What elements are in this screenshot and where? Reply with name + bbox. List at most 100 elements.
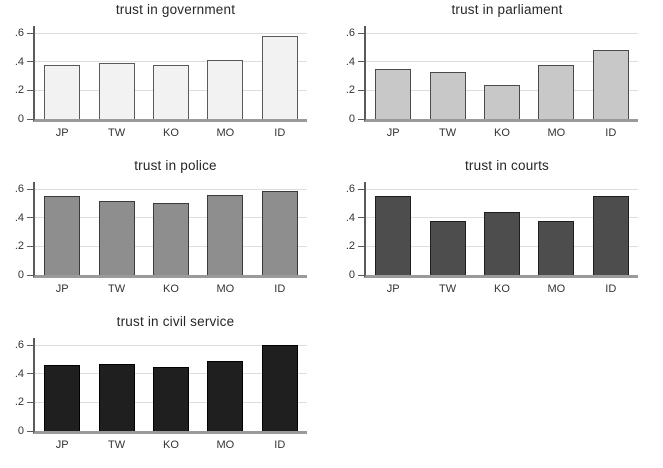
bar	[484, 84, 520, 119]
x-axis-tick-label: TW	[439, 283, 457, 295]
bar	[261, 190, 298, 275]
chart-panel: trust in police 0 .2 .4 .6 JP TW KO MO ID	[0, 156, 331, 312]
y-tick-mark	[358, 217, 364, 219]
plot-area: 0 .2 .4 .6 JP TW KO MO ID	[15, 26, 307, 139]
y-axis-tick-label: .2	[14, 396, 24, 409]
gridline	[35, 32, 307, 34]
y-tick-mark	[27, 430, 33, 432]
y-axis-tick-label: .4	[14, 211, 24, 224]
y-tick-mark	[358, 188, 364, 190]
y-axis-tick-label: .6	[345, 183, 355, 196]
x-axis-tick-label: TW	[439, 127, 457, 139]
bar	[207, 194, 244, 275]
x-axis-tick-label: MO	[216, 127, 235, 139]
y-axis-tick-label: .6	[14, 27, 24, 40]
y-axis-tick-label: .6	[14, 183, 24, 196]
bar	[375, 68, 412, 119]
x-axis-tick-label: MO	[216, 439, 235, 451]
gridline	[35, 188, 307, 190]
y-axis-tick-label: .4	[14, 367, 24, 380]
bar	[261, 345, 298, 431]
y-axis-tick-label: .2	[14, 84, 24, 97]
bar	[153, 366, 189, 431]
gridline	[35, 344, 307, 346]
chart-title: trust in civil service	[116, 314, 235, 329]
gridline	[366, 188, 638, 190]
x-axis-tick-label: JP	[386, 283, 400, 295]
bar	[207, 360, 244, 431]
y-tick-mark	[358, 89, 364, 91]
y-tick-mark	[27, 188, 33, 190]
bar	[153, 203, 189, 275]
bar	[375, 196, 412, 275]
bar	[98, 200, 135, 275]
y-tick-mark	[358, 118, 364, 120]
y-tick-mark	[27, 217, 33, 219]
y-tick-mark	[27, 89, 33, 91]
bar	[44, 64, 81, 119]
bar	[153, 64, 189, 119]
y-axis-tick-label: .4	[14, 55, 24, 68]
bar	[207, 60, 244, 119]
y-tick-mark	[27, 373, 33, 375]
bar	[98, 363, 135, 431]
x-axis-tick-label: ID	[605, 127, 617, 139]
bar	[592, 196, 629, 275]
x-axis-tick-label: JP	[55, 283, 69, 295]
y-axis-tick-label: 0	[17, 113, 24, 125]
bar	[538, 220, 575, 275]
x-axis-tick-label: ID	[605, 283, 617, 295]
gridline	[366, 61, 638, 63]
y-axis-tick-label: .4	[345, 55, 355, 68]
y-tick-mark	[27, 32, 33, 34]
bar	[44, 365, 81, 431]
chart-panel: trust in civil service 0 .2 .4 .6 JP TW KO MO ID	[0, 312, 331, 468]
x-axis-tick-label: KO	[494, 283, 510, 295]
chart-panel: trust in government 0 .2 .4 .6 JP TW KO MO ID	[0, 0, 331, 156]
y-tick-mark	[358, 245, 364, 247]
x-axis-tick-label: ID	[274, 439, 286, 451]
chart-title: trust in police	[134, 158, 217, 173]
x-axis-tick-label: JP	[55, 439, 69, 451]
chart-title: trust in courts	[464, 158, 550, 173]
x-axis-tick-label: KO	[163, 127, 179, 139]
y-axis-tick-label: 0	[17, 269, 24, 281]
y-axis-tick-label: 0	[17, 425, 24, 437]
bar	[261, 36, 298, 119]
x-axis-tick-label: MO	[216, 283, 235, 295]
y-tick-mark	[358, 274, 364, 276]
chart-panel: trust in parliament 0 .2 .4 .6 JP TW KO MO ID	[331, 0, 663, 156]
y-tick-mark	[27, 274, 33, 276]
plot-area: 0 .2 .4 .6 JP TW KO MO ID	[15, 338, 307, 451]
gridline	[35, 61, 307, 63]
y-axis-tick-label: .2	[345, 240, 355, 253]
gridline	[366, 32, 638, 34]
x-axis-tick-label: KO	[163, 439, 179, 451]
y-tick-mark	[27, 344, 33, 346]
x-axis-tick-label: JP	[386, 127, 400, 139]
x-axis-tick-label: TW	[108, 283, 126, 295]
x-axis-tick-label: TW	[108, 127, 126, 139]
bar	[484, 212, 520, 275]
plot-area: 0 .2 .4 .6 JP TW KO MO ID	[15, 182, 307, 295]
y-tick-mark	[27, 245, 33, 247]
chart-panel: trust in courts 0 .2 .4 .6 JP TW KO MO ID	[331, 156, 663, 312]
bar	[538, 64, 575, 119]
plot-area: 0 .2 .4 .6 JP TW KO MO ID	[346, 26, 638, 139]
y-tick-mark	[358, 32, 364, 34]
x-axis-tick-label: TW	[108, 439, 126, 451]
bar	[592, 50, 629, 119]
y-tick-mark	[358, 61, 364, 63]
x-axis-tick-label: ID	[274, 283, 286, 295]
bar	[44, 196, 81, 275]
x-axis-tick-label: MO	[547, 283, 566, 295]
bar	[98, 63, 135, 119]
y-axis-tick-label: .2	[14, 240, 24, 253]
x-axis-tick-label: MO	[547, 127, 566, 139]
x-axis-tick-label: JP	[55, 127, 69, 139]
x-axis-tick-label: KO	[163, 283, 179, 295]
y-tick-mark	[27, 401, 33, 403]
plot-area: 0 .2 .4 .6 JP TW KO MO ID	[346, 182, 638, 295]
empty-cell	[331, 312, 663, 468]
